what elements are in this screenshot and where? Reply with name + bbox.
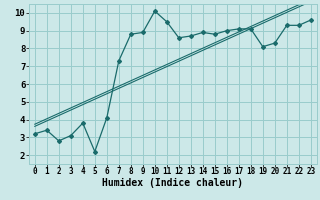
X-axis label: Humidex (Indice chaleur): Humidex (Indice chaleur) (102, 178, 243, 188)
